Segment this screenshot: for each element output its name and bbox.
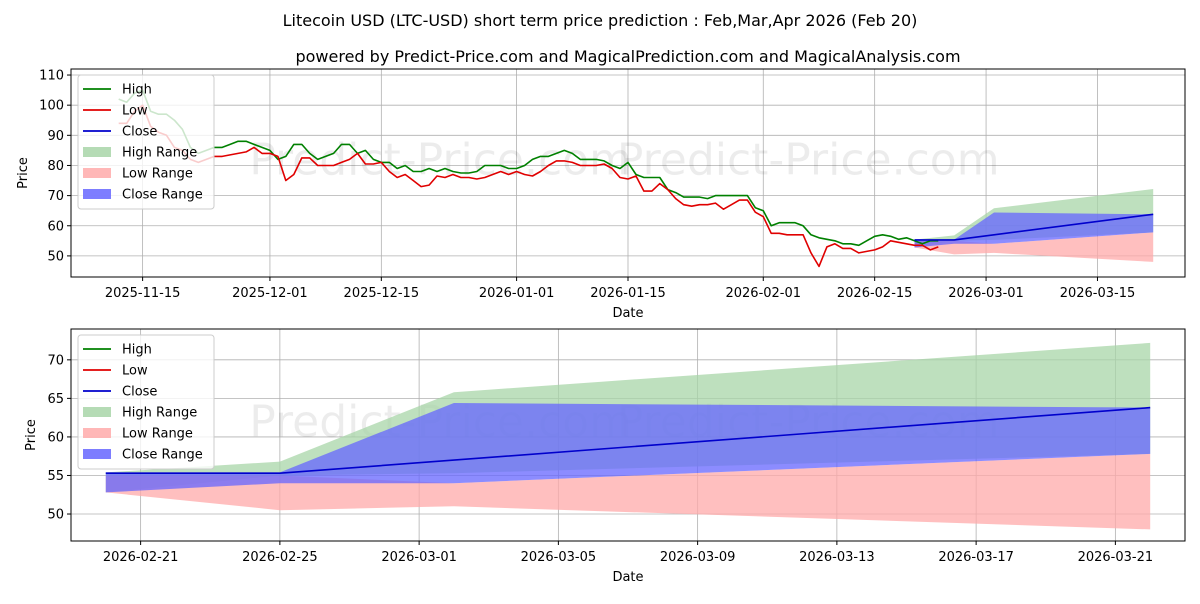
close-series-line — [105, 406, 1151, 475]
y-tick-label: 100 — [39, 99, 64, 114]
legend-label: High Range — [122, 146, 197, 161]
x-tick-label: 2026-03-15 — [1060, 286, 1136, 301]
y-tick-label: 80 — [47, 159, 64, 174]
y-tick-label: 50 — [47, 249, 64, 264]
y-tick-label: 70 — [47, 353, 64, 368]
x-tick-label: 2026-03-17 — [938, 550, 1014, 565]
y-tick-label: 65 — [47, 392, 64, 407]
y-tick-label: 55 — [47, 469, 64, 484]
x-tick-label: 2026-03-05 — [521, 550, 597, 565]
x-axis-label: Date — [612, 306, 643, 321]
watermark-text: Predict-Price.com — [617, 135, 1000, 186]
legend-box — [77, 334, 215, 470]
legend-swatch-patch — [83, 189, 111, 199]
legend-swatch-patch — [83, 449, 111, 459]
y-axis-label: Price — [24, 419, 39, 451]
y-tick-label: 70 — [47, 189, 64, 204]
legend-swatch-patch — [83, 147, 111, 157]
legend-label: Low Range — [122, 167, 193, 182]
x-tick-label: 2026-03-21 — [1078, 550, 1154, 565]
legend-label: High — [122, 343, 152, 358]
x-tick-label: 2026-03-09 — [660, 550, 736, 565]
x-tick-label: 2026-02-15 — [837, 286, 913, 301]
legend: High Low Close High Range Low Range Close Ran… — [77, 74, 215, 210]
close-series-line — [914, 213, 1154, 241]
legend-box — [77, 74, 215, 210]
legend-label: Close Range — [122, 448, 203, 463]
legend-label: High — [122, 83, 152, 98]
x-tick-label: 2025-11-15 — [105, 286, 181, 301]
x-tick-label: 2026-02-21 — [103, 550, 179, 565]
y-tick-label: 90 — [47, 129, 64, 144]
y-tick-label: 110 — [39, 69, 64, 84]
legend-label: Close — [122, 125, 157, 140]
plot-area — [105, 342, 1151, 530]
x-tick-label: 2026-03-13 — [799, 550, 875, 565]
low-series-line — [118, 104, 939, 268]
legend-label: Low — [122, 364, 148, 379]
legend-swatch-patch — [83, 407, 111, 417]
legend-label: Low — [122, 104, 148, 119]
legend-swatch-patch — [83, 428, 111, 438]
legend-label: Close Range — [122, 188, 203, 203]
y-axis-label: Price — [16, 157, 31, 189]
legend-label: Close — [122, 385, 157, 400]
x-tick-label: 2026-02-25 — [242, 550, 318, 565]
bottom-panel: Predict-Price.comPredict-Price.com2026-0… — [24, 328, 1186, 585]
x-tick-label: 2025-12-01 — [232, 286, 308, 301]
chart-title: Litecoin USD (LTC-USD) short term price … — [283, 11, 918, 30]
low-range-band — [105, 453, 1151, 530]
plot-area — [118, 89, 1154, 268]
watermark-text: Predict-Price.com — [249, 135, 632, 186]
grid-lines — [71, 69, 1185, 277]
high-series-line — [118, 89, 939, 247]
x-tick-label: 2026-03-01 — [381, 550, 457, 565]
x-axis-label: Date — [612, 570, 643, 585]
y-tick-label: 50 — [47, 508, 64, 523]
x-tick-label: 2026-03-01 — [948, 286, 1024, 301]
x-tick-label: 2026-02-01 — [725, 286, 801, 301]
y-tick-label: 60 — [47, 219, 64, 234]
chart-subtitle: powered by Predict-Price.com and Magical… — [295, 47, 960, 66]
y-tick-label: 60 — [47, 430, 64, 445]
legend-label: Low Range — [122, 427, 193, 442]
low-range-band — [914, 232, 1154, 262]
x-tick-label: 2026-01-01 — [479, 286, 555, 301]
legend: High Low Close High Range Low Range Close Ran… — [77, 334, 215, 470]
legend-label: High Range — [122, 406, 197, 421]
plot-frame — [70, 328, 1186, 542]
x-tick-label: 2025-12-15 — [344, 286, 420, 301]
legend-swatch-patch — [83, 168, 111, 178]
x-tick-label: 2026-01-15 — [590, 286, 666, 301]
